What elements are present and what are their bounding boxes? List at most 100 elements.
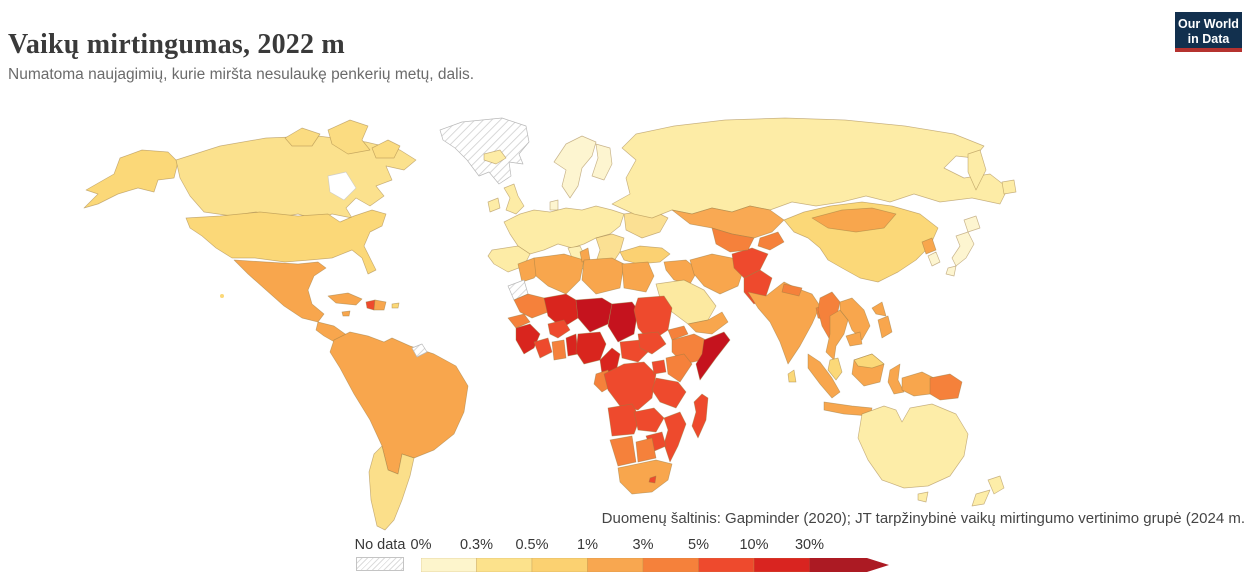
owid-logo[interactable]: Our World in Data [1175, 12, 1242, 52]
region-mauritania[interactable] [513, 293, 549, 319]
region-nz-south[interactable] [971, 489, 991, 507]
region-nepal[interactable] [781, 283, 803, 297]
region-cuba[interactable] [327, 292, 363, 306]
region-uzbek-turkmen[interactable] [711, 227, 755, 253]
region-uganda[interactable] [651, 359, 667, 375]
region-somalia[interactable] [695, 331, 731, 381]
region-png[interactable] [929, 373, 963, 401]
region-philippines-mindanao[interactable] [877, 315, 893, 339]
region-sri-lanka[interactable] [787, 369, 797, 383]
region-eritrea[interactable] [667, 325, 689, 341]
region-zambia[interactable] [633, 407, 665, 433]
region-europe-west[interactable] [503, 205, 625, 255]
legend-swatch-4[interactable] [642, 558, 699, 572]
region-mongolia[interactable] [811, 207, 897, 233]
region-canada-arctic-3[interactable] [371, 139, 401, 159]
region-egypt[interactable] [621, 261, 655, 293]
region-ghana[interactable] [551, 339, 567, 361]
region-drc[interactable] [603, 361, 657, 411]
region-argentina-chile[interactable] [368, 445, 415, 531]
region-canada-arctic-2[interactable] [327, 119, 371, 155]
region-turkey[interactable] [619, 245, 671, 265]
hudson-bay [327, 171, 357, 201]
region-iran[interactable] [689, 253, 745, 295]
region-hawaii[interactable] [220, 294, 224, 298]
region-sulawesi[interactable] [887, 363, 905, 395]
region-french-guiana[interactable] [411, 343, 428, 358]
legend-no-data-swatch[interactable] [356, 557, 404, 571]
page-subtitle: Numatoma naujagimių, kurie miršta nesula… [8, 65, 475, 83]
region-norway-sweden[interactable] [553, 135, 597, 199]
region-malaysia[interactable] [827, 357, 843, 381]
region-south-korea[interactable] [927, 251, 941, 267]
region-chukotka[interactable] [1001, 179, 1017, 195]
region-australia[interactable] [857, 403, 969, 489]
region-haiti[interactable] [365, 299, 376, 311]
region-senegal[interactable] [507, 313, 531, 329]
region-finland[interactable] [591, 143, 613, 181]
region-uk[interactable] [503, 183, 525, 215]
legend-swatch-1[interactable] [476, 558, 533, 572]
region-lesotho[interactable] [648, 475, 657, 484]
region-cambodia[interactable] [845, 331, 863, 347]
legend-swatch-0[interactable] [421, 558, 477, 572]
region-philippines-luzon[interactable] [871, 301, 887, 317]
legend-swatch-7-arrow[interactable] [809, 558, 890, 572]
region-laos-vietnam[interactable] [839, 297, 871, 341]
region-south-africa[interactable] [617, 459, 673, 495]
region-algeria[interactable] [533, 253, 585, 295]
region-madagascar[interactable] [691, 393, 709, 439]
region-japan-honshu[interactable] [951, 231, 975, 267]
legend-tick-5: 5% [688, 537, 709, 553]
region-tasmania[interactable] [917, 491, 929, 503]
region-south-america[interactable] [329, 331, 469, 475]
region-libya[interactable] [581, 257, 625, 295]
legend-swatch-3[interactable] [587, 558, 644, 572]
region-iceland[interactable] [483, 149, 507, 165]
region-dominican[interactable] [373, 299, 387, 311]
region-yemen-oman[interactable] [687, 311, 729, 335]
legend-tick-0: 0% [410, 537, 432, 553]
region-denmark[interactable] [549, 199, 559, 211]
region-mexico[interactable] [233, 259, 327, 323]
region-greenland[interactable] [439, 117, 530, 185]
region-kyrgyz-tajik[interactable] [757, 231, 785, 251]
region-cameroon[interactable] [599, 347, 621, 375]
legend-scale: 0% 0.3% 0.5% 1% 3% 5% 10% 30% [411, 537, 901, 575]
source-note: Duomenų šaltinis: Gapminder (2020); JT t… [601, 510, 1245, 527]
legend-swatch-5[interactable] [698, 558, 755, 572]
legend-tick-4: 3% [632, 537, 654, 553]
legend-tick-1: 0.3% [459, 537, 494, 553]
region-botswana[interactable] [635, 437, 657, 463]
region-west-papua[interactable] [901, 371, 935, 397]
region-india[interactable] [747, 281, 821, 365]
owid-logo-line1: Our World [1178, 17, 1239, 31]
region-kamchatka[interactable] [967, 149, 987, 191]
region-kenya[interactable] [665, 353, 693, 383]
region-mozambique[interactable] [663, 411, 687, 463]
region-north-korea[interactable] [921, 237, 937, 255]
region-usa[interactable] [185, 209, 387, 275]
region-namibia[interactable] [609, 435, 637, 467]
region-sumatra[interactable] [807, 353, 841, 399]
page-title: Vaikų mirtingumas, 2022 m [8, 28, 345, 60]
region-niger[interactable] [575, 297, 613, 333]
region-chad[interactable] [607, 301, 639, 343]
region-ivory-coast[interactable] [533, 337, 553, 359]
region-alaska[interactable] [83, 149, 179, 209]
region-south-sudan[interactable] [637, 331, 667, 355]
region-guinea[interactable] [515, 323, 541, 355]
legend-swatch-2[interactable] [531, 558, 588, 572]
region-jamaica[interactable] [341, 310, 351, 317]
region-japan-kyushu[interactable] [945, 265, 957, 277]
legend-swatch-6[interactable] [753, 558, 810, 572]
region-puerto-rico[interactable] [391, 302, 400, 309]
region-nz-north[interactable] [987, 475, 1005, 495]
region-ireland[interactable] [487, 197, 501, 213]
region-burkina[interactable] [547, 319, 571, 339]
region-japan-hokkaido[interactable] [963, 215, 981, 233]
region-tanzania[interactable] [651, 377, 687, 409]
region-russia[interactable] [611, 117, 1009, 219]
region-canada-arctic-1[interactable] [284, 127, 321, 147]
region-borneo-north[interactable] [853, 353, 885, 369]
